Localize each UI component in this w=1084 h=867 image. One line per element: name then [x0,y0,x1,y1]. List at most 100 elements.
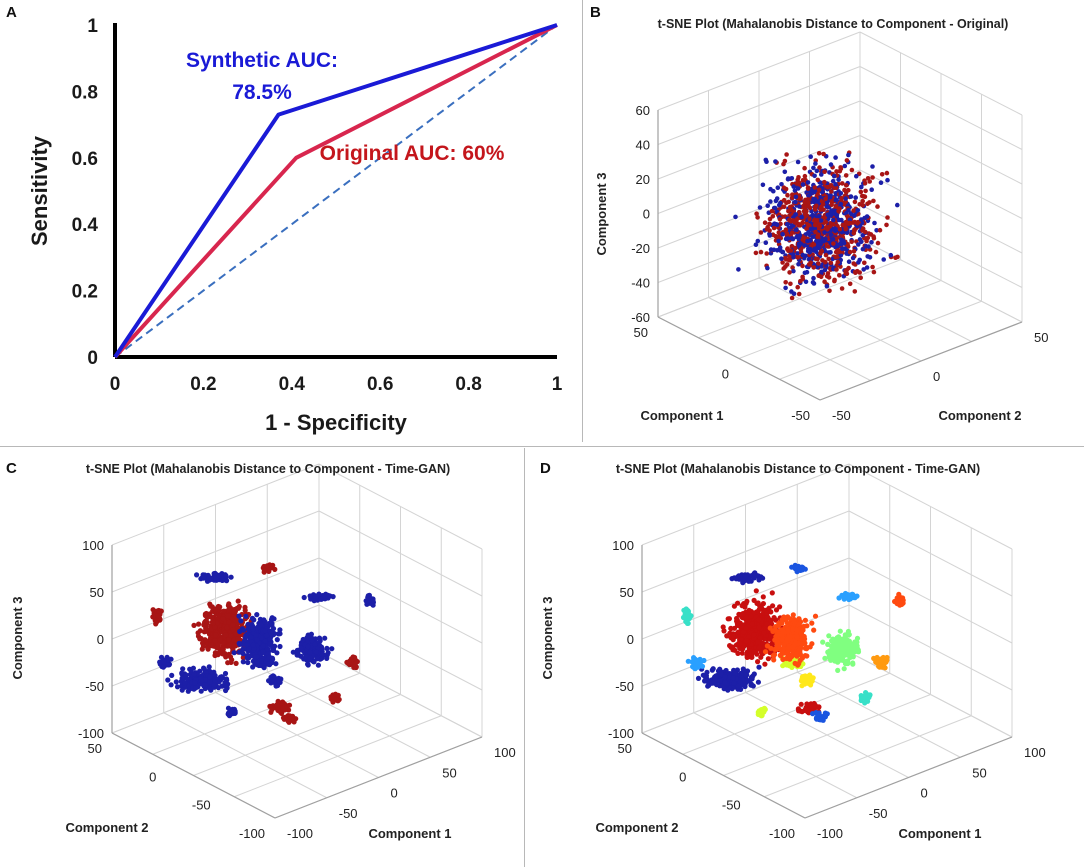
scatter-point [221,608,227,614]
scatter-point [246,627,252,633]
scatter-point [307,655,313,661]
scatter-point [213,607,219,613]
grid-line [859,238,1023,323]
scatter-point [748,674,755,680]
scatter-point [841,238,846,244]
scatter-point [820,201,826,207]
scatter-point [805,180,811,185]
scatter-point [751,571,757,577]
scatter-point [822,655,828,661]
scatter-point [231,650,237,656]
grid-line [809,258,972,342]
tsne-timegan-clusters-chart-points [680,562,906,723]
scatter-point [806,200,811,206]
scatter-point [837,168,843,174]
scatter-point [198,678,205,684]
grid-line [318,651,483,738]
axis-line [819,321,1023,401]
scatter-point [179,670,185,676]
scatter-point [863,188,868,194]
z-tick-label: 0 [643,207,650,222]
scatter-point [862,181,868,186]
scatter-point [832,185,837,191]
scatter-point [770,214,776,219]
scatter-point [235,636,241,642]
scatter-point [751,610,757,616]
scatter-point [794,565,800,571]
scatter-point [244,652,251,659]
scatter-point [245,659,251,666]
scatter-point [852,269,858,275]
scatter-point [750,683,756,689]
z-tick-label: 60 [636,103,650,118]
scatter-point [843,183,849,188]
scatter-point [315,662,321,668]
scatter-point [203,637,209,644]
grid-line [657,31,861,111]
scatter-point [789,230,795,235]
scatter-point [834,655,840,661]
scatter-point [827,194,833,200]
scatter-point [329,646,335,652]
chart-title: t-SNE Plot (Mahalanobis Distance to Comp… [86,462,450,476]
scatter-point [801,235,807,240]
scatter-point [769,208,775,214]
scatter-point [301,594,307,601]
scatter-point [852,227,857,232]
axis-line [641,732,806,819]
scatter-point [775,639,781,645]
scatter-point [833,197,839,202]
roc-x-tick-label: 0.8 [455,374,481,395]
scatter-point [825,184,831,190]
left-axis-tick-label: -50 [722,798,741,813]
scatter-point [749,621,755,627]
scatter-point [837,226,843,232]
scatter-point [216,573,222,579]
scatter-point [768,199,773,204]
scatter-point [783,285,788,291]
panel-c-letter: C [6,460,17,477]
scatter-point [165,677,171,683]
scatter-point [832,277,837,283]
scatter-point [899,600,905,606]
left-axis-tick-label: 50 [88,741,102,756]
grid-line [859,100,1023,185]
scatter-point [754,211,759,216]
scatter-point [790,236,796,242]
scatter-point [736,267,741,272]
scatter-point [184,676,190,682]
scatter-point [846,652,852,658]
scatter-point [740,611,746,617]
z-tick-label: -100 [608,726,634,741]
scatter-point [798,701,804,707]
scatter-point [858,275,863,281]
scatter-point [765,203,770,208]
scatter-point [710,666,716,672]
scatter-point [751,632,757,638]
scatter-point [795,284,800,290]
scatter-point [874,228,879,233]
scatter-point [768,619,774,625]
scatter-point [838,201,844,207]
scatter-point [744,677,750,684]
right-axis-tick-label: -50 [869,806,888,821]
scatter-point [840,222,845,228]
scatter-point [724,633,730,639]
scatter-point [764,643,771,649]
left-axis-label: Component 2 [595,820,678,835]
scatter-point [756,664,762,670]
scatter-point [815,238,820,243]
scatter-point [794,627,800,633]
scatter-point [850,654,856,660]
scatter-point [852,595,858,601]
scatter-point [236,613,242,619]
scatter-point [308,631,314,637]
scatter-point [270,645,277,652]
scatter-point [824,200,830,206]
scatter-point [881,257,886,262]
scatter-point [798,278,803,284]
scatter-point [783,264,788,269]
grid-line [641,510,850,593]
scatter-point [161,659,167,665]
scatter-point [800,178,806,183]
